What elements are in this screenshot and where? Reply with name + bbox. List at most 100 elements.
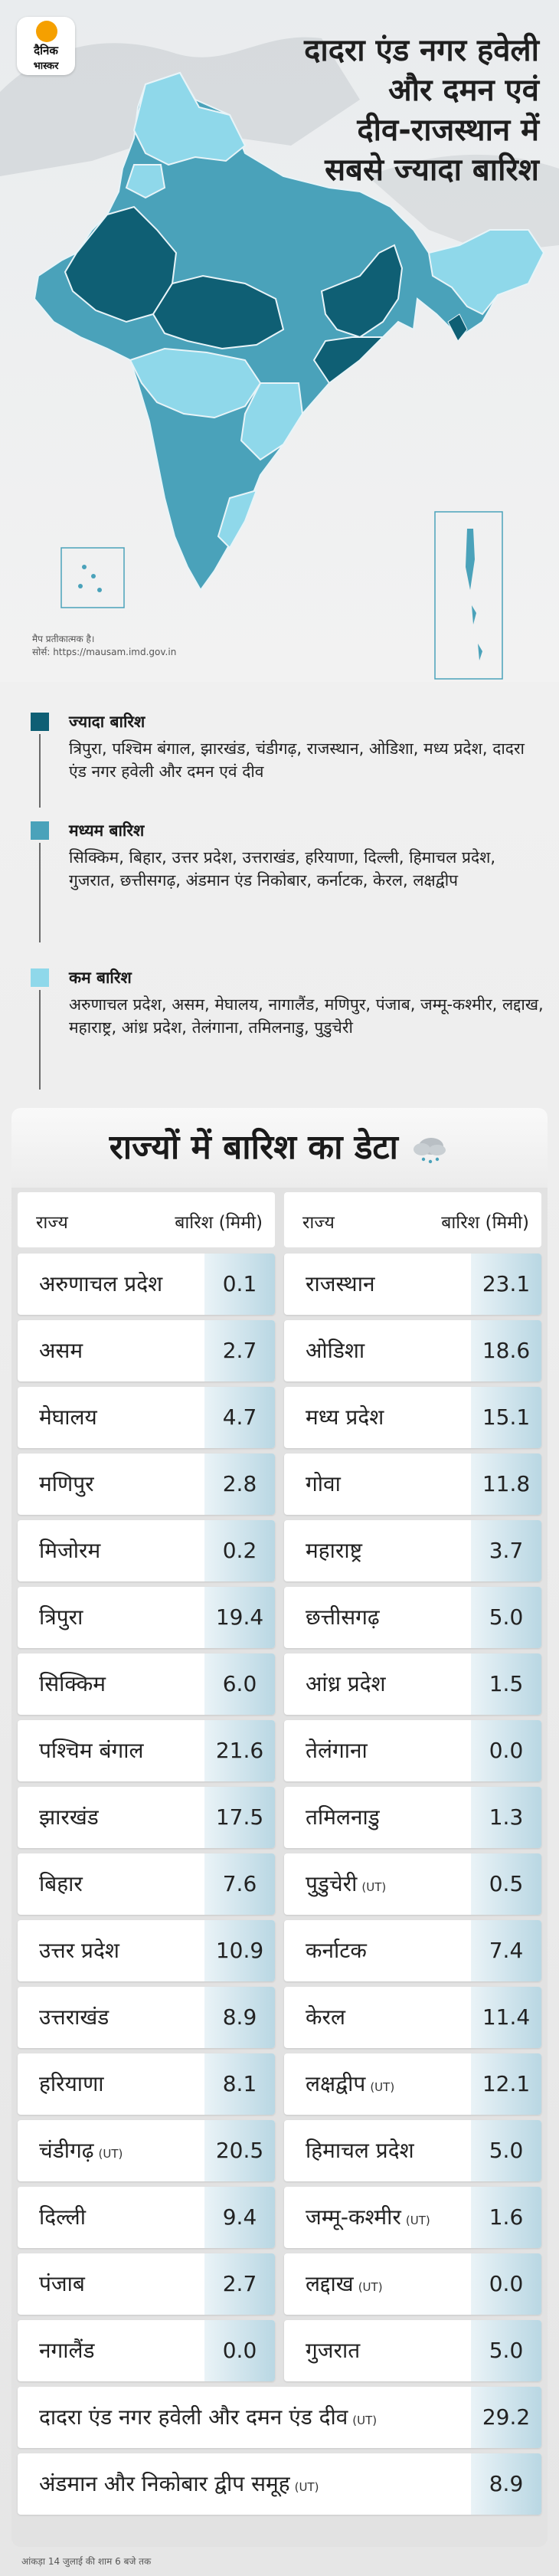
table-row: चंडीगढ़ (UT) 20.5 [18,2120,275,2181]
table-row: मेघालय 4.7 [18,1387,275,1448]
rain-cloud-icon [414,1138,446,1164]
india-rainfall-map: दैनिक भास्कर दादरा एंड नगर हवेली और दमन … [0,0,559,682]
headline-line: और दमन एवं [388,73,539,108]
legend-text: त्रिपुरा, पश्चिम बंगाल, झारखंड, चंडीगढ़,… [69,739,525,781]
state-name: नगालैंड [39,2338,95,2363]
ut-tag: (UT) [361,1880,387,1894]
rainfall-value: 0.0 [204,2320,275,2381]
legend-title: मध्यम बारिश [69,821,145,840]
column-header-right: राज्य बारिश (मिमी) [284,1192,541,1247]
legend-swatch-low [31,968,49,987]
legend-medium: मध्यम बारिश सिक्किम, बिहार, उत्तर प्रदेश… [31,820,528,942]
map-note: मैप प्रतीकात्मक है। सोर्स: https://mausa… [32,634,177,657]
state-name: बिहार [39,1871,83,1896]
legend-low: कम बारिश अरुणाचल प्रदेश, असम, मेघालय, ना… [31,967,544,1090]
state-name: केरल [306,2004,345,2030]
table-row: दिल्ली 9.4 [18,2187,275,2248]
rainfall-value: 5.0 [471,2320,541,2381]
state-name: दादरा एंड नगर हवेली और दमन एंड दीव (UT) [39,2404,378,2430]
state-name: आंध्र प्रदेश [306,1671,386,1696]
header-rain: बारिश (मिमी) [441,1213,529,1233]
table-row: दादरा एंड नगर हवेली और दमन एंड दीव (UT) 29… [18,2387,541,2448]
table-title: राज्यों में बारिश का डेटा [11,1108,548,1188]
state-name: मिजोरम [39,1538,101,1563]
table-row: छत्तीसगढ़ 5.0 [284,1587,541,1648]
state-name: हरियाणा [39,2071,104,2096]
state-name: ओडिशा [306,1338,365,1363]
ut-tag: (UT) [98,2147,123,2161]
table-row: नगालैंड 0.0 [18,2320,275,2381]
lakshadweep-inset [60,547,125,608]
ut-tag: (UT) [370,2080,395,2094]
ut-tag: (UT) [358,2280,383,2294]
legend-text: सिक्किम, बिहार, उत्तर प्रदेश, उत्तराखंड,… [69,848,496,890]
footer-note: आंकड़ा 14 जुलाई की शाम 6 बजे तक [21,2556,152,2567]
table-row: जम्मू-कश्मीर (UT) 1.6 [284,2187,541,2248]
state-name: छत्तीसगढ़ [306,1604,380,1630]
state-name: चंडीगढ़ (UT) [39,2138,123,2163]
header-state: राज्य [36,1213,68,1233]
headline-line: दादरा एंड नगर हवेली [304,33,539,68]
rainfall-value: 1.6 [471,2187,541,2248]
ut-tag: (UT) [294,2480,319,2494]
headline: दादरा एंड नगर हवेली और दमन एवं दीव-राजस्… [187,31,539,190]
table-row: गुजरात 5.0 [284,2320,541,2381]
state-name: लक्षद्वीप (UT) [306,2071,395,2096]
rainfall-value: 29.2 [471,2387,541,2448]
rainfall-value: 15.1 [471,1387,541,1448]
state-name: झारखंड [39,1804,99,1830]
state-name: पंजाब [39,2271,85,2296]
state-name: जम्मू-कश्मीर (UT) [306,2204,430,2230]
rainfall-value: 7.6 [204,1853,275,1915]
table-row: तमिलनाडु 1.3 [284,1787,541,1848]
rainfall-value: 23.1 [471,1254,541,1315]
rainfall-value: 19.4 [204,1587,275,1648]
rainfall-value: 10.9 [204,1920,275,1981]
legend-line [39,734,41,808]
legend-line [39,990,41,1090]
rainfall-value: 0.2 [204,1520,275,1581]
table-row: पश्चिम बंगाल 21.6 [18,1720,275,1781]
legend-line [39,843,41,942]
table-row: पुडुचेरी (UT) 0.5 [284,1853,541,1915]
table-row: मध्य प्रदेश 15.1 [284,1387,541,1448]
rainfall-value: 7.4 [471,1920,541,1981]
sun-icon [36,21,57,42]
table-row: मिजोरम 0.2 [18,1520,275,1581]
table-row: त्रिपुरा 19.4 [18,1587,275,1648]
rainfall-value: 18.6 [471,1320,541,1381]
state-name: तेलंगाना [306,1738,368,1763]
rainfall-value: 11.4 [471,1987,541,2048]
rainfall-value: 17.5 [204,1787,275,1848]
table-row: तेलंगाना 0.0 [284,1720,541,1781]
header-state: राज्य [302,1213,335,1233]
rainfall-value: 20.5 [204,2120,275,2181]
rainfall-value: 5.0 [471,2120,541,2181]
legend-high: ज्यादा बारिश त्रिपुरा, पश्चिम बंगाल, झार… [31,711,528,811]
table-row: बिहार 7.6 [18,1853,275,1915]
header-rain: बारिश (मिमी) [175,1213,263,1233]
table-row: लद्दाख (UT) 0.0 [284,2253,541,2315]
table-row: उत्तर प्रदेश 10.9 [18,1920,275,1981]
rainfall-value: 2.7 [204,1320,275,1381]
ut-tag: (UT) [405,2214,430,2227]
state-name: हिमाचल प्रदेश [306,2138,414,2163]
state-name: मध्य प्रदेश [306,1404,384,1430]
legend-title: कम बारिश [69,968,132,987]
legend-title: ज्यादा बारिश [69,713,145,731]
rainfall-table: राज्यों में बारिश का डेटा राज्य बारिश (म… [11,1108,548,2547]
table-row: उत्तराखंड 8.9 [18,1987,275,2048]
table-row: मणिपुर 2.8 [18,1454,275,1515]
rainfall-value: 2.7 [204,2253,275,2315]
rainfall-value: 0.5 [471,1853,541,1915]
rainfall-value: 21.6 [204,1720,275,1781]
rainfall-value: 9.4 [204,2187,275,2248]
rainfall-value: 0.1 [204,1254,275,1315]
table-row: ओडिशा 18.6 [284,1320,541,1381]
rainfall-value: 0.0 [471,2253,541,2315]
table-row: कर्नाटक 7.4 [284,1920,541,1981]
rainfall-value: 0.0 [471,1720,541,1781]
table-row: गोवा 11.8 [284,1454,541,1515]
headline-line: सबसे ज्यादा बारिश [325,152,539,188]
state-name: सिक्किम [39,1671,106,1696]
